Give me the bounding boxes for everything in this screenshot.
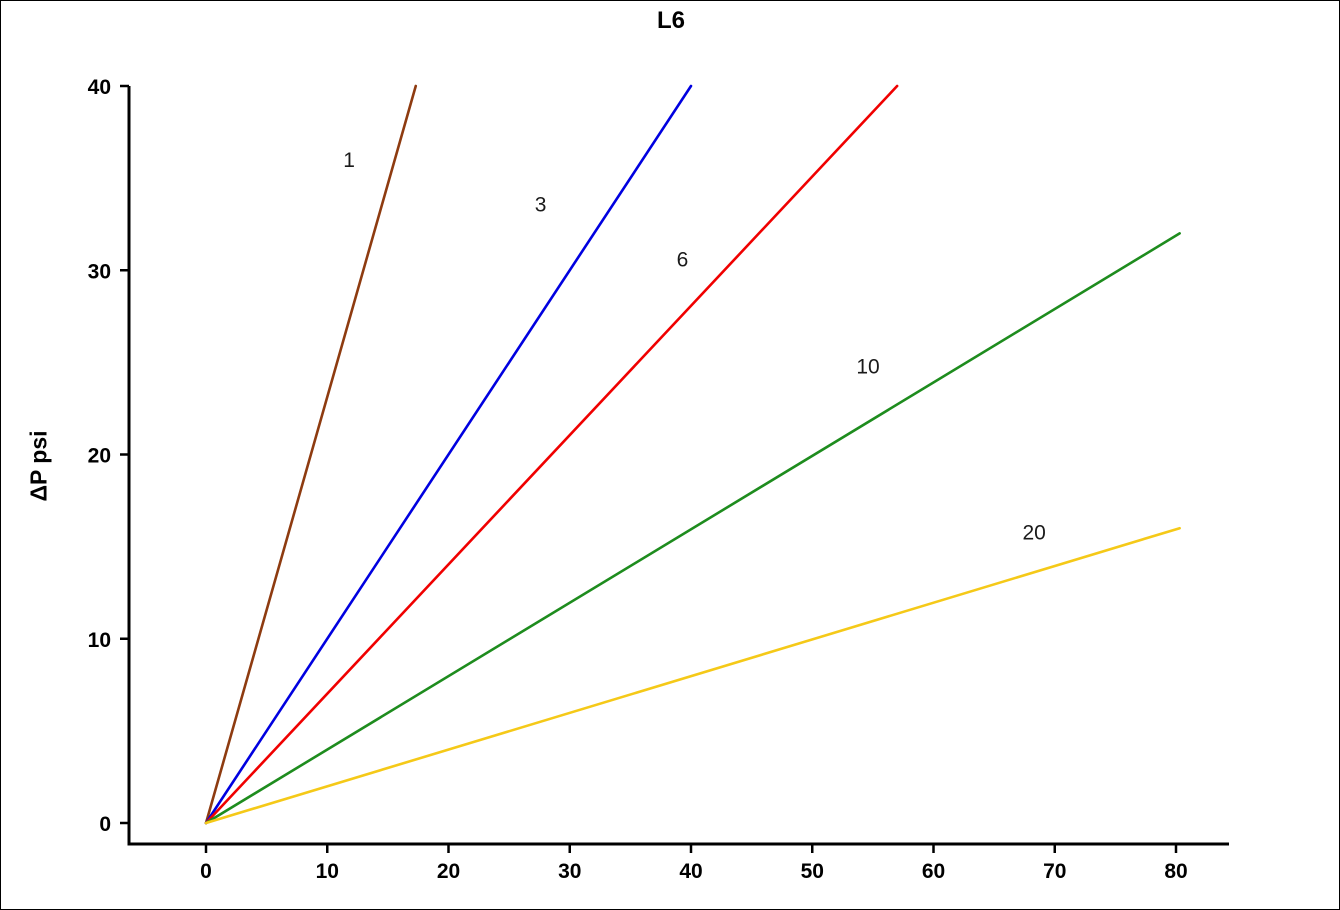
y-tick-label: 20 [88, 445, 111, 468]
x-tick-label: 60 [922, 860, 945, 883]
x-tick-label: 40 [679, 860, 702, 883]
series-label-6: 6 [677, 249, 689, 272]
chart-title: L6 [656, 7, 685, 34]
axes-frame [127, 86, 1229, 846]
y-tick-label: 30 [88, 260, 111, 283]
series-label-10: 10 [856, 355, 879, 378]
x-tick-label: 80 [1164, 860, 1187, 883]
series-line-20 [204, 526, 1181, 825]
series-line-1 [204, 84, 418, 825]
series-line-10 [204, 232, 1181, 825]
y-tick-label: 40 [88, 76, 111, 99]
series-label-1: 1 [343, 149, 355, 172]
series-label-3: 3 [535, 193, 547, 216]
x-tick-label: 70 [1043, 860, 1066, 883]
x-tick-label: 30 [558, 860, 581, 883]
y-tick-label: 0 [99, 813, 111, 836]
y-tick-label: 10 [88, 629, 111, 652]
series-label-20: 20 [1022, 521, 1045, 544]
x-tick-label: 0 [200, 860, 212, 883]
x-tick-label: 20 [437, 860, 460, 883]
series-line-3 [204, 84, 693, 825]
series-line-6 [204, 84, 899, 825]
x-tick-label: 50 [801, 860, 824, 883]
x-tick-label: 10 [316, 860, 339, 883]
